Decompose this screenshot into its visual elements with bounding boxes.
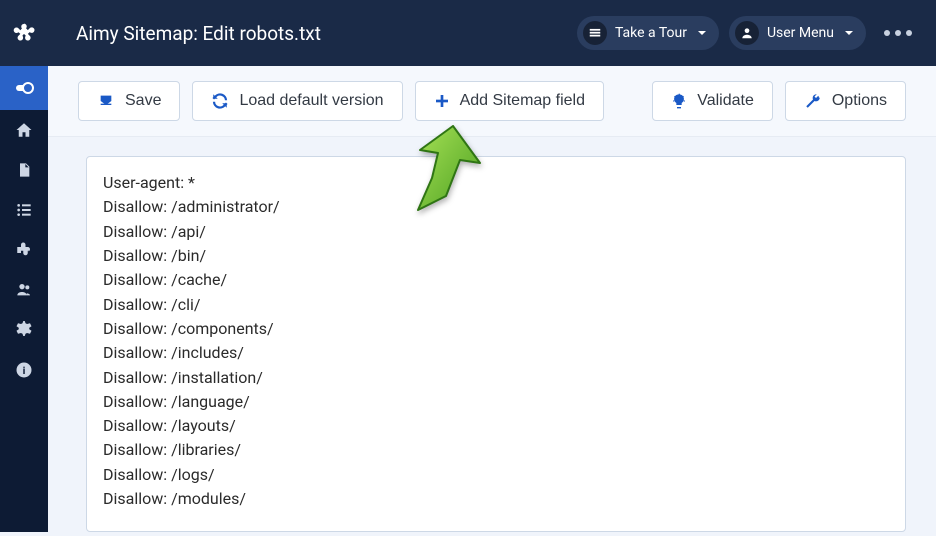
options-button[interactable]: Options <box>785 81 906 121</box>
content-area <box>48 136 936 532</box>
sidebar-home-icon[interactable] <box>0 110 48 150</box>
validate-label: Validate <box>697 92 754 110</box>
add-sitemap-label: Add Sitemap field <box>460 92 585 110</box>
take-tour-label: Take a Tour <box>615 25 687 41</box>
plus-icon <box>434 93 450 109</box>
validate-button[interactable]: Validate <box>652 81 773 121</box>
sidebar-users-icon[interactable] <box>0 270 48 310</box>
sidebar-menus-icon[interactable] <box>0 190 48 230</box>
user-menu-button[interactable]: User Menu <box>729 16 866 50</box>
map-icon <box>583 21 607 45</box>
add-sitemap-field-button[interactable]: Add Sitemap field <box>415 81 604 121</box>
save-label: Save <box>125 92 161 110</box>
save-button[interactable]: Save <box>78 81 180 121</box>
refresh-icon <box>211 92 229 110</box>
sidebar-system-icon[interactable] <box>0 310 48 350</box>
take-tour-button[interactable]: Take a Tour <box>577 16 719 50</box>
toolbar: Save Load default version Add Sitemap fi… <box>48 66 936 137</box>
wrench-icon <box>804 92 822 110</box>
load-default-button[interactable]: Load default version <box>192 81 402 121</box>
user-icon <box>735 21 759 45</box>
sidebar: i <box>0 0 48 532</box>
chevron-down-icon <box>697 28 707 38</box>
more-menu-button[interactable] <box>884 30 912 36</box>
sidebar-components-icon[interactable] <box>0 230 48 270</box>
sidebar-content-icon[interactable] <box>0 150 48 190</box>
page-title: Aimy Sitemap: Edit robots.txt <box>76 22 567 45</box>
load-default-label: Load default version <box>239 92 383 110</box>
user-menu-label: User Menu <box>767 25 834 41</box>
header: Aimy Sitemap: Edit robots.txt Take a Tou… <box>48 0 936 66</box>
svg-text:i: i <box>23 364 26 377</box>
options-label: Options <box>832 92 887 110</box>
sidebar-toggle-icon[interactable] <box>0 66 48 110</box>
lightbulb-icon <box>671 92 687 110</box>
save-icon <box>97 93 115 109</box>
chevron-down-icon <box>844 28 854 38</box>
sidebar-help-icon[interactable]: i <box>0 350 48 390</box>
joomla-logo-icon[interactable] <box>0 0 48 66</box>
robots-txt-editor[interactable] <box>86 156 906 532</box>
